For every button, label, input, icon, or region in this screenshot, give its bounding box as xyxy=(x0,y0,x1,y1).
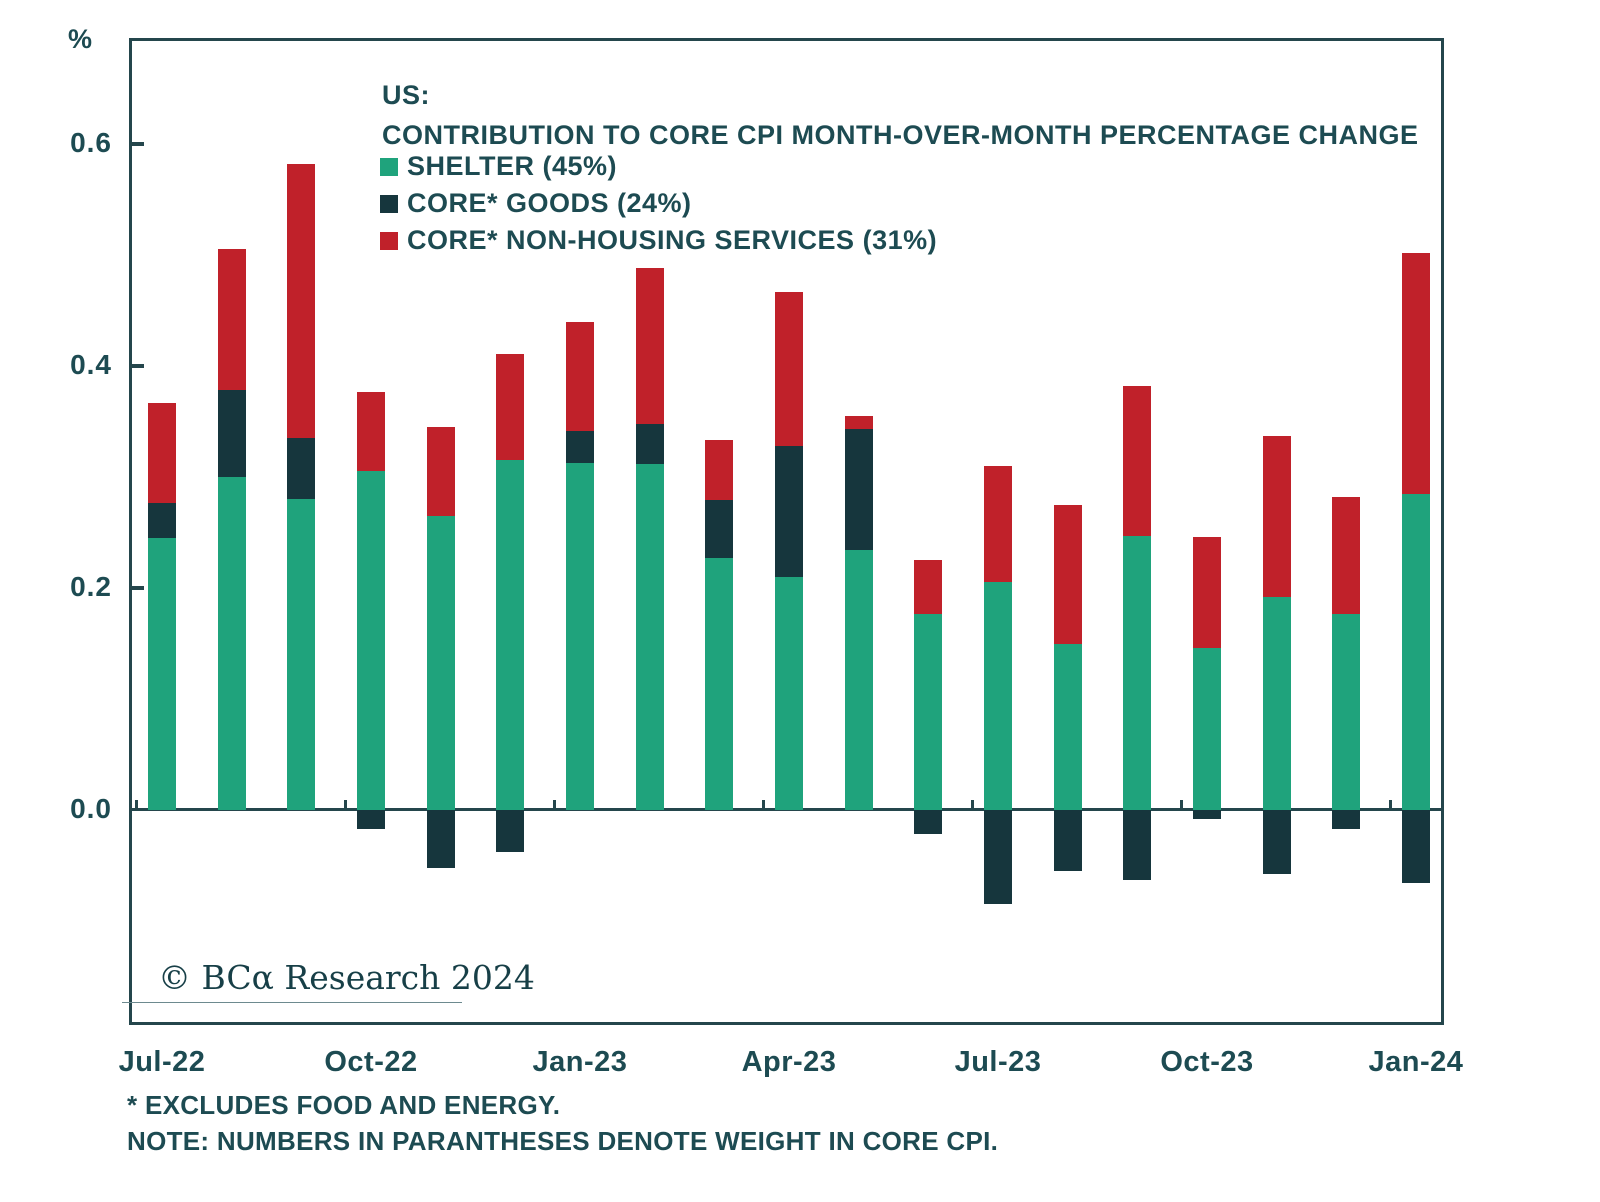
x-tick-Apr-23 xyxy=(762,800,765,810)
x-tick-label-Jul-23: Jul-23 xyxy=(954,1046,1042,1078)
bar-Oct-22-seg-1 xyxy=(357,810,385,829)
bar-Nov-22-seg-2 xyxy=(426,427,455,516)
bar-Nov-22-seg-0 xyxy=(426,515,455,810)
x-tick-label-Jul-22: Jul-22 xyxy=(118,1046,206,1078)
bar-Jun-23-seg-0 xyxy=(914,613,943,810)
bar-Jan-23-seg-0 xyxy=(566,462,594,810)
legend-label: CORE* GOODS (24%) xyxy=(407,188,692,218)
y-tick-0.4 xyxy=(129,364,144,368)
bar-Jul-23-seg-0 xyxy=(984,582,1012,810)
bar-Dec-23-seg-0 xyxy=(1332,613,1361,810)
x-tick-Jan-24 xyxy=(1389,800,1392,810)
bar-Dec-23-seg-2 xyxy=(1332,496,1361,614)
bar-Apr-23-seg-0 xyxy=(775,576,803,810)
bar-Jun-23-seg-1 xyxy=(914,810,943,835)
y-tick-label-0.4: 0.4 xyxy=(70,349,112,380)
bar-May-23-seg-2 xyxy=(844,415,873,430)
bar-Aug-22-seg-1 xyxy=(217,390,246,477)
y-axis-unit-label: % xyxy=(68,24,93,54)
bar-Sep-22-seg-2 xyxy=(287,163,316,439)
bar-Aug-23-seg-0 xyxy=(1053,643,1082,810)
bar-Apr-23-seg-1 xyxy=(775,445,803,577)
bar-Jul-22-seg-2 xyxy=(148,402,176,503)
footnote-parentheses: NOTE: NUMBERS IN PARANTHESES DENOTE WEIG… xyxy=(127,1126,999,1156)
bar-Sep-22-seg-1 xyxy=(287,438,316,500)
bar-Oct-22-seg-2 xyxy=(357,391,385,472)
x-tick-Jul-23 xyxy=(971,800,974,810)
bar-Oct-23-seg-0 xyxy=(1193,647,1221,810)
bar-Feb-23-seg-0 xyxy=(635,463,664,810)
bar-Dec-23-seg-1 xyxy=(1332,810,1361,829)
bar-Jul-22-seg-1 xyxy=(148,502,176,539)
bar-May-23-seg-1 xyxy=(844,429,873,551)
y-tick-label-0.2: 0.2 xyxy=(70,571,112,602)
footnotes: * EXCLUDES FOOD AND ENERGY. NOTE: NUMBER… xyxy=(127,1090,998,1162)
y-tick-label-0.0: 0.0 xyxy=(70,793,112,824)
bar-Oct-23-seg-2 xyxy=(1193,536,1221,648)
bar-Aug-23-seg-2 xyxy=(1053,504,1082,644)
bar-Dec-22-seg-2 xyxy=(496,353,525,461)
bar-Sep-23-seg-0 xyxy=(1123,535,1152,810)
bar-Oct-22-seg-0 xyxy=(357,471,385,810)
bar-Jul-22-seg-0 xyxy=(148,538,176,810)
legend-label: SHELTER (45%) xyxy=(407,151,618,181)
legend-label: CORE* NON-HOUSING SERVICES (31%) xyxy=(407,225,938,255)
bar-Nov-23-seg-1 xyxy=(1262,810,1291,875)
bar-Nov-23-seg-2 xyxy=(1262,435,1291,597)
bar-Nov-22-seg-1 xyxy=(426,810,455,868)
bar-Sep-23-seg-1 xyxy=(1123,810,1152,880)
bar-Oct-23-seg-1 xyxy=(1193,810,1221,819)
bar-Aug-22-seg-0 xyxy=(217,477,246,810)
legend-item-0: SHELTER (45%) xyxy=(380,148,937,185)
chart-title-country: US: xyxy=(382,80,430,110)
x-tick-label-Oct-22: Oct-22 xyxy=(324,1046,418,1078)
legend: SHELTER (45%) CORE* GOODS (24%) CORE* NON-… xyxy=(380,148,937,259)
bar-Jul-23-seg-1 xyxy=(984,810,1012,905)
x-tick-label-Apr-23: Apr-23 xyxy=(741,1046,837,1078)
bar-Nov-23-seg-0 xyxy=(1262,596,1291,810)
bar-Mar-23-seg-0 xyxy=(705,558,734,810)
legend-item-1: CORE* GOODS (24%) xyxy=(380,185,937,222)
legend-swatch-icon xyxy=(380,231,398,250)
bar-Jan-24-seg-2 xyxy=(1402,252,1430,494)
bar-Feb-23-seg-1 xyxy=(635,423,664,464)
bar-Feb-23-seg-2 xyxy=(635,268,664,424)
x-tick-Jan-23 xyxy=(553,800,556,810)
bar-Apr-23-seg-2 xyxy=(775,291,803,446)
plot-frame xyxy=(129,38,1444,1025)
bar-Mar-23-seg-1 xyxy=(705,500,734,559)
copyright-underline xyxy=(122,1002,462,1003)
y-tick-label-0.6: 0.6 xyxy=(70,127,112,158)
bar-Dec-22-seg-0 xyxy=(496,460,525,810)
x-tick-label-Jan-23: Jan-23 xyxy=(532,1046,628,1078)
y-tick-0.2 xyxy=(129,586,144,590)
bar-Jan-23-seg-1 xyxy=(566,431,594,463)
chart-title: US: CONTRIBUTION TO CORE CPI MONTH-OVER-… xyxy=(382,80,1419,151)
x-tick-Oct-23 xyxy=(1180,800,1183,810)
bar-Jan-23-seg-2 xyxy=(566,321,594,432)
bar-Aug-23-seg-1 xyxy=(1053,810,1082,872)
bar-Aug-22-seg-2 xyxy=(217,249,246,391)
bar-Jul-23-seg-2 xyxy=(984,465,1012,583)
bar-Jan-24-seg-0 xyxy=(1402,493,1430,810)
legend-swatch-icon xyxy=(380,194,398,213)
bar-Sep-23-seg-2 xyxy=(1123,385,1152,536)
bar-Mar-23-seg-2 xyxy=(705,440,734,501)
bar-Jun-23-seg-2 xyxy=(914,560,943,614)
copyright-text: © BCα Research 2024 xyxy=(158,958,535,997)
bar-Jan-24-seg-1 xyxy=(1402,810,1430,884)
y-tick-0.6 xyxy=(129,142,144,146)
x-tick-Oct-22 xyxy=(344,800,347,810)
footnote-excludes: * EXCLUDES FOOD AND ENERGY. xyxy=(127,1090,561,1120)
bar-May-23-seg-0 xyxy=(844,550,873,810)
x-tick-label-Oct-23: Oct-23 xyxy=(1160,1046,1254,1078)
x-tick-label-Jan-24: Jan-24 xyxy=(1368,1046,1464,1078)
bar-Sep-22-seg-0 xyxy=(287,499,316,810)
bar-Dec-22-seg-1 xyxy=(496,810,525,853)
legend-swatch-icon xyxy=(380,157,398,176)
legend-item-2: CORE* NON-HOUSING SERVICES (31%) xyxy=(380,222,937,259)
x-tick-Jul-22 xyxy=(135,800,138,810)
chart-title-main: CONTRIBUTION TO CORE CPI MONTH-OVER-MONT… xyxy=(382,120,1419,150)
